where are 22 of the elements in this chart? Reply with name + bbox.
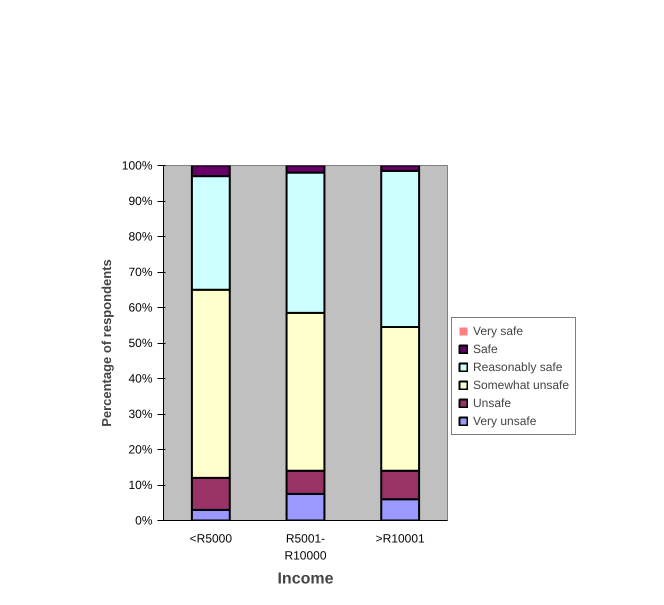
y-tick-label: 90% bbox=[128, 194, 153, 208]
y-tick-label: 80% bbox=[128, 230, 153, 244]
x-tick-label: R5001- R10000 bbox=[284, 532, 327, 562]
legend-label: Very unsafe bbox=[473, 414, 536, 428]
y-tick-label: 30% bbox=[128, 407, 153, 421]
y-tick-label: 0% bbox=[135, 514, 153, 528]
y-tick-label: 40% bbox=[128, 372, 153, 386]
legend-label: Reasonably safe bbox=[473, 360, 562, 374]
y-tick-label: 10% bbox=[128, 478, 153, 492]
y-axis-title: Percentage of respondents bbox=[98, 259, 114, 427]
legend-label: Somewhat unsafe bbox=[473, 378, 570, 392]
y-tick-label: 60% bbox=[128, 300, 153, 314]
legend-label: Safe bbox=[473, 342, 498, 356]
y-tick-label: 20% bbox=[128, 442, 153, 456]
legend-label: Unsafe bbox=[473, 396, 512, 410]
legend-label: Very safe bbox=[473, 324, 524, 338]
y-tick-label: 100% bbox=[122, 158, 153, 172]
y-tick-label: 70% bbox=[128, 265, 153, 279]
x-tick-label: <R5000 bbox=[190, 532, 232, 546]
x-axis-title: Income bbox=[277, 570, 334, 588]
y-tick-label: 50% bbox=[128, 336, 153, 350]
x-tick-label: >R10001 bbox=[376, 532, 426, 546]
